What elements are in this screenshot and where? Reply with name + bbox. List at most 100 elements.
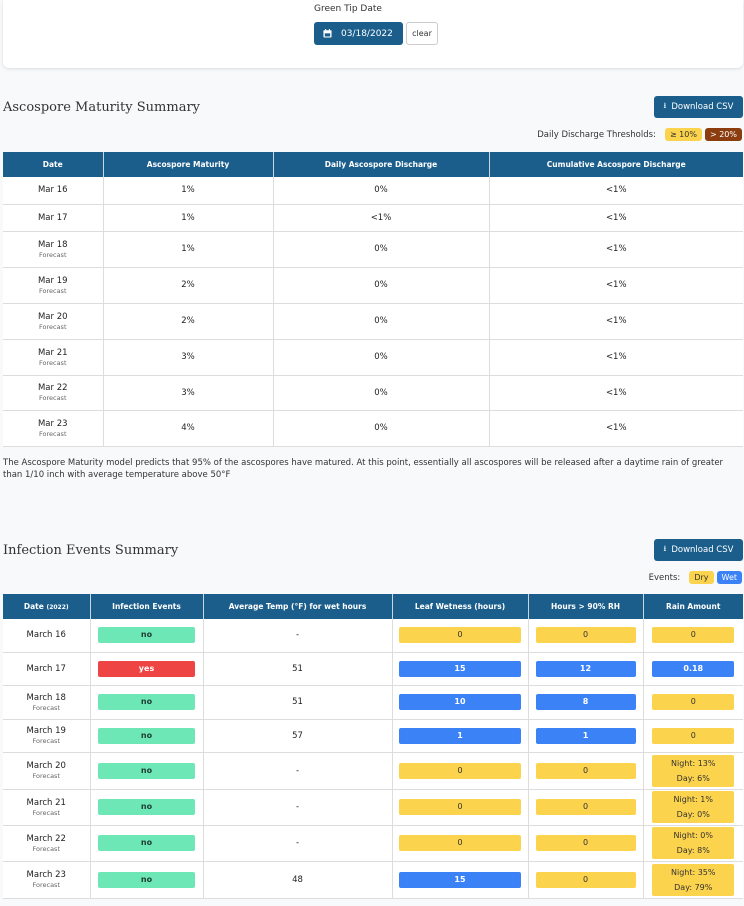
leaf-wetness-cell: 15: [392, 652, 529, 686]
maturity-cell: 3%: [103, 375, 274, 411]
threshold-low-badge: ≥ 10%: [664, 128, 702, 141]
rain-day: Day: 79%: [674, 882, 713, 892]
table-row: Mar 20 Forecast 2% 0% <1%: [3, 303, 743, 340]
average-temp-cell: -: [203, 752, 393, 790]
infection-event-cell: no: [90, 685, 204, 720]
rain-amount-cell: 0: [643, 719, 743, 753]
average-temp-cell: 48: [203, 861, 393, 899]
dry-badge: Dry: [689, 571, 714, 584]
row-date: March 19: [26, 726, 66, 736]
forecast-label: Forecast: [38, 286, 67, 295]
rain-amount-badge: 0.18: [652, 660, 735, 677]
date-header-label: Date: [23, 602, 44, 611]
table-row: Mar 16 1% 0% <1%: [3, 177, 743, 205]
rain-amount-badge: 0: [652, 694, 735, 710]
rain-amount-cell: Night: 13% Day: 6%: [643, 752, 743, 790]
leaf-wetness-badge: 15: [399, 871, 521, 888]
infection-event-badge: yes: [98, 660, 195, 677]
row-date: March 22: [26, 833, 66, 844]
leaf-wetness-cell: 1: [392, 719, 529, 753]
infection-event-cell: yes: [90, 652, 204, 686]
forecast-label: Forecast: [38, 322, 67, 331]
calendar-icon: [323, 29, 332, 38]
ascospore-header-row: Date Ascospore Maturity Daily Ascospore …: [3, 152, 743, 177]
row-date: Mar 22: [37, 383, 68, 393]
events-legend: Events: Dry Wet: [649, 571, 742, 584]
infection-event-badge: no: [98, 835, 195, 851]
rain-amount-badge: Night: 35% Day: 79%: [652, 863, 735, 896]
forecast-label: Forecast: [32, 844, 60, 853]
date-cell: March 19 Forecast: [3, 719, 91, 753]
row-date: Mar 23: [37, 418, 68, 429]
table-row: Mar 23 Forecast 4% 0% <1%: [3, 410, 743, 447]
date-header-year: (2022): [46, 604, 69, 611]
leaf-wetness-badge: 1: [399, 727, 521, 744]
date-cell: Mar 19 Forecast: [3, 267, 104, 304]
date-cell: Mar 18 Forecast: [3, 231, 104, 268]
rain-night: Night: 0%: [673, 831, 713, 840]
hours-rh-badge: 0: [535, 871, 636, 888]
cumulative-discharge-cell: <1%: [489, 231, 743, 268]
forecast-label: Forecast: [38, 429, 67, 438]
clear-button[interactable]: clear: [406, 22, 438, 45]
date-cell: March 17: [3, 652, 91, 686]
date-cell: March 18 Forecast: [3, 685, 91, 720]
daily-discharge-cell: 0%: [273, 267, 490, 304]
infection-table: Date (2022) Infection Events Average Tem…: [3, 594, 743, 899]
hours-rh-cell: 0: [528, 825, 644, 862]
rain-amount-badge: Night: 1% Day: 0%: [652, 791, 735, 823]
date-cell: March 22 Forecast: [3, 825, 91, 862]
cumulative-discharge-cell: <1%: [489, 267, 743, 304]
events-label: Events:: [648, 572, 681, 583]
hours-rh-badge: 0: [535, 627, 636, 644]
ascospore-download-csv-button[interactable]: ⭳ Download CSV: [654, 96, 743, 118]
infection-download-csv-button[interactable]: ⭳ Download CSV: [654, 539, 743, 561]
rain-amount-cell: 0.18: [643, 652, 743, 686]
col-header-date: Date (2022): [3, 594, 91, 619]
row-date: March 23: [26, 870, 66, 880]
table-row: March 20 Forecast no -0 0 Night: 13% Day: 6%: [3, 752, 743, 790]
rain-day: Day: 6%: [676, 773, 710, 783]
date-cell: March 16: [3, 619, 91, 653]
date-cell: March 20 Forecast: [3, 752, 91, 790]
daily-discharge-cell: 0%: [273, 339, 490, 376]
average-temp-cell: -: [203, 619, 393, 653]
green-tip-date-button[interactable]: 03/18/2022: [314, 22, 403, 45]
table-row: March 18 Forecast no 51 10 8 0: [3, 685, 743, 720]
hours-rh-cell: 0: [528, 752, 644, 790]
table-row: March 23 Forecast no 48 15 0 Night: 35% Day: 79…: [3, 861, 743, 899]
row-date: March 17: [26, 663, 66, 674]
row-date: Mar 18: [37, 239, 68, 250]
infection-event-badge: no: [98, 871, 195, 888]
leaf-wetness-cell: 10: [392, 685, 529, 720]
leaf-wetness-badge: 0: [399, 627, 521, 644]
row-date: March 20: [26, 761, 66, 771]
average-temp-cell: 51: [203, 685, 393, 720]
average-temp-cell: -: [203, 789, 393, 826]
ascospore-table: Date Ascospore Maturity Daily Ascospore …: [3, 152, 743, 447]
cumulative-discharge-cell: <1%: [489, 303, 743, 340]
date-cell: Mar 17: [3, 204, 104, 232]
table-row: Mar 18 Forecast 1% 0% <1%: [3, 231, 743, 268]
rain-day: Day: 8%: [676, 846, 710, 855]
forecast-label: Forecast: [32, 808, 60, 817]
daily-discharge-cell: 0%: [273, 375, 490, 411]
cumulative-discharge-cell: <1%: [489, 410, 743, 447]
date-cell: Mar 21 Forecast: [3, 339, 104, 376]
forecast-label: Forecast: [32, 881, 60, 889]
rain-night: Night: 35%: [670, 867, 716, 877]
infection-event-cell: no: [90, 619, 204, 653]
maturity-cell: 1%: [103, 231, 274, 268]
table-row: March 16 no -0 0 0: [3, 619, 743, 653]
cumulative-discharge-cell: <1%: [489, 339, 743, 376]
forecast-label: Forecast: [38, 358, 67, 367]
infection-event-badge: no: [98, 694, 195, 710]
daily-discharge-cell: 0%: [273, 410, 490, 447]
forecast-label: Forecast: [32, 737, 60, 745]
leaf-wetness-cell: 0: [392, 752, 529, 790]
average-temp-cell: 57: [203, 719, 393, 753]
daily-discharge-cell: 0%: [273, 303, 490, 340]
infection-event-cell: no: [90, 825, 204, 862]
hours-rh-badge: 0: [535, 799, 636, 815]
col-header-maturity: Ascospore Maturity: [103, 152, 274, 177]
